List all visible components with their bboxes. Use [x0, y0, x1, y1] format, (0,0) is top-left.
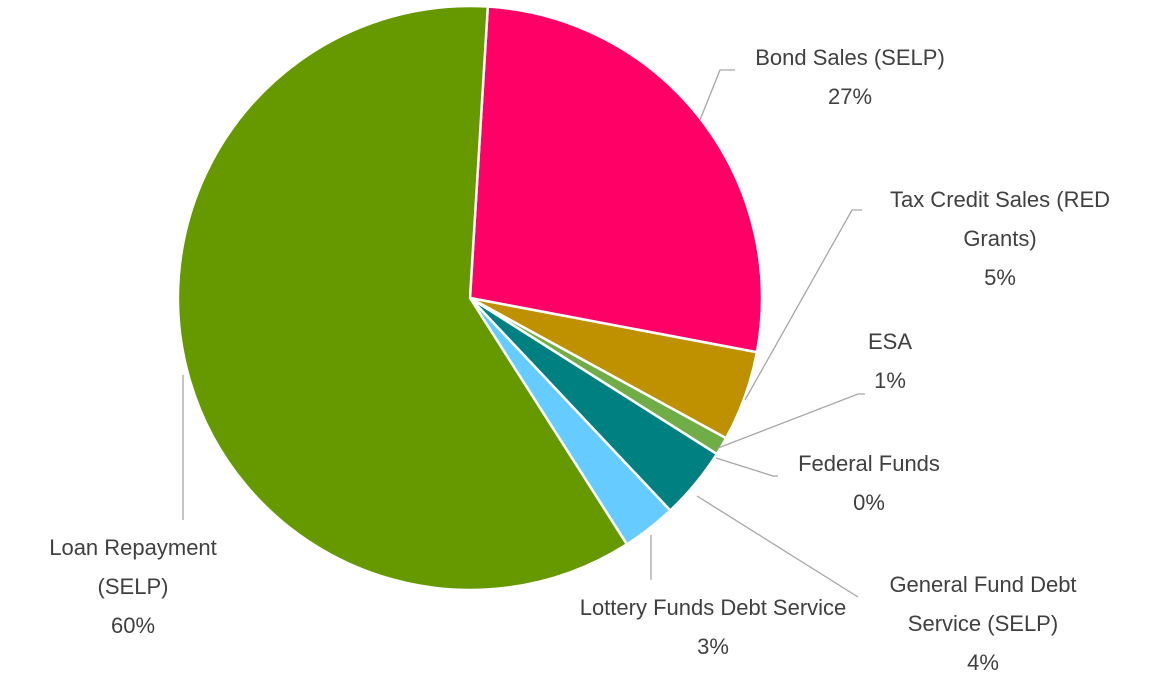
leader-line [699, 69, 735, 121]
data-label: Loan Repayment (SELP) 60% [13, 528, 253, 645]
leader-line [696, 495, 859, 598]
label-value: 0% [853, 490, 885, 515]
data-label: Bond Sales (SELP) 27% [720, 38, 980, 116]
leader-line [715, 457, 778, 477]
label-value: 3% [697, 634, 729, 659]
pie-slice [176, 4, 629, 592]
label-value: 1% [874, 368, 906, 393]
data-label: General Fund Debt Service (SELP) 4% [853, 565, 1113, 682]
label-value: 4% [967, 650, 999, 675]
data-label: ESA 1% [830, 322, 950, 400]
data-label: Lottery Funds Debt Service 3% [578, 588, 848, 666]
leader-line [744, 209, 862, 401]
slices [176, 4, 764, 592]
label-name: Tax Credit Sales (RED Grants) [889, 187, 1111, 251]
label-name: Federal Funds [798, 451, 940, 476]
label-value: 5% [984, 265, 1016, 290]
label-name: Lottery Funds Debt Service [579, 595, 847, 620]
data-label: Tax Credit Sales (RED Grants) 5% [855, 180, 1145, 297]
label-name: Bond Sales (SELP) [755, 45, 945, 70]
label-name: ESA [867, 329, 913, 354]
data-label: Federal Funds 0% [759, 444, 979, 522]
label-name: General Fund Debt Service (SELP) [889, 572, 1077, 636]
leader-line [717, 393, 865, 449]
label-value: 27% [827, 84, 873, 109]
label-name: Loan Repayment (SELP) [49, 535, 217, 599]
label-value: 60% [110, 613, 156, 638]
pie-slice [468, 5, 764, 354]
